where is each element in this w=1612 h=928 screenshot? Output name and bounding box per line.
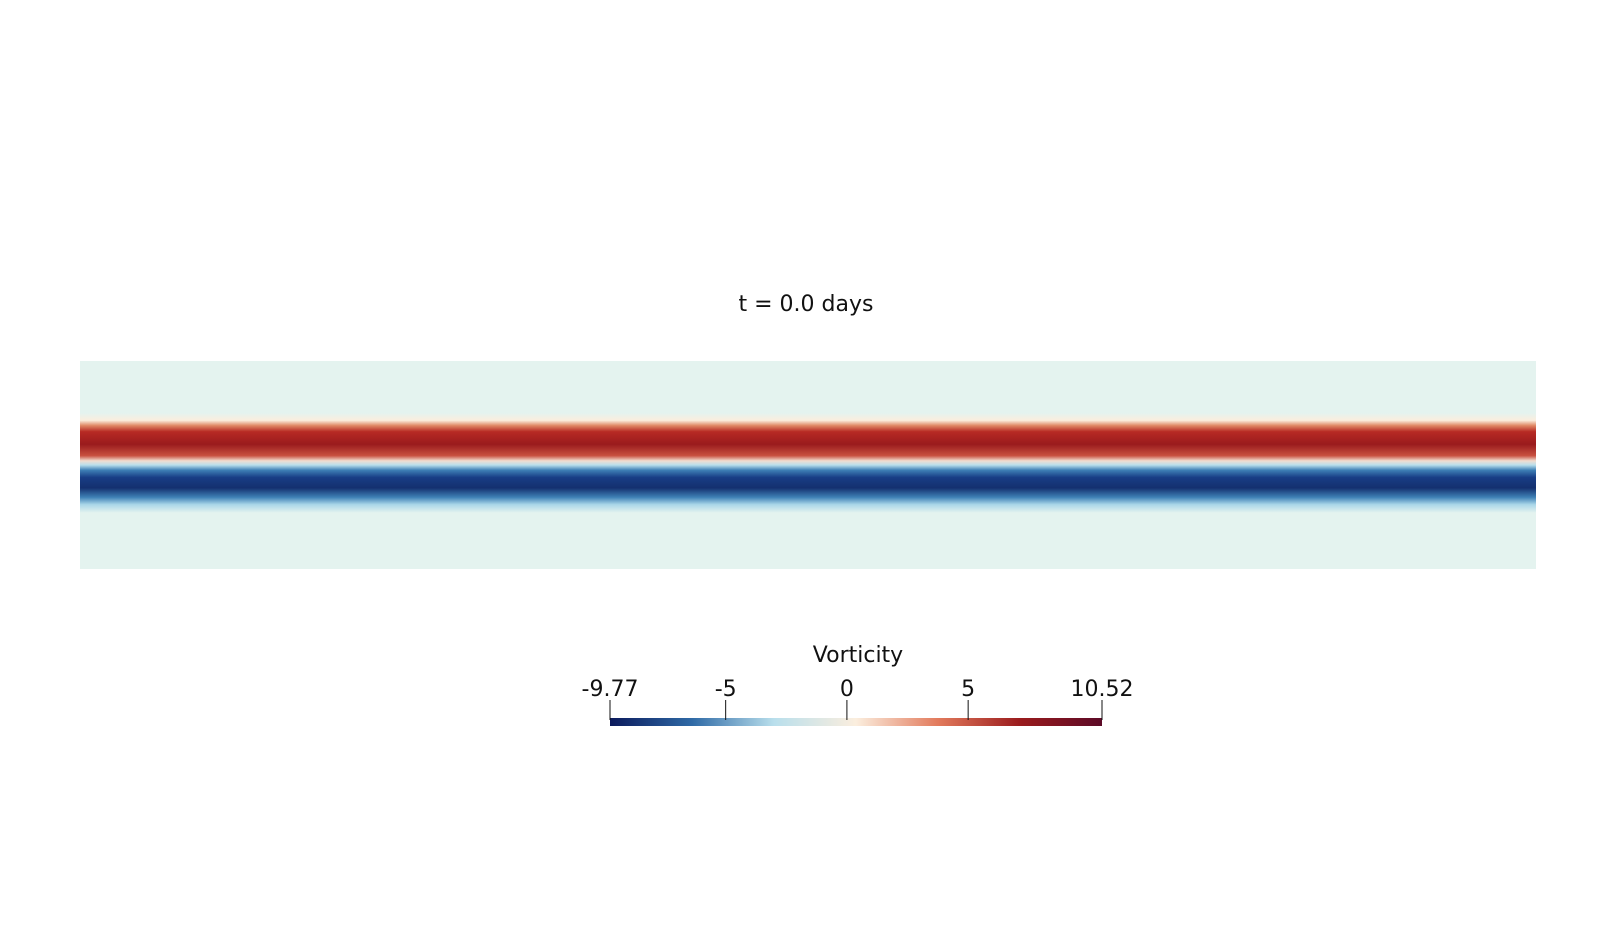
colorbar: -9.77 -5 0 5 10.52 <box>582 677 1134 726</box>
colorbar-tick-label: -9.77 <box>582 677 639 702</box>
colorbar-tick-label: 0 <box>840 677 854 702</box>
field-rect <box>80 361 1536 569</box>
colorbar-gradient <box>610 718 1102 726</box>
plot-title: t = 0.0 days <box>738 292 874 317</box>
colorbar-tick-label: 10.52 <box>1071 677 1134 702</box>
colorbar-tick-label: -5 <box>715 677 737 702</box>
colorbar-title: Vorticity <box>812 643 904 668</box>
colorbar-tick-label: 5 <box>961 677 975 702</box>
vorticity-field <box>80 361 1536 569</box>
